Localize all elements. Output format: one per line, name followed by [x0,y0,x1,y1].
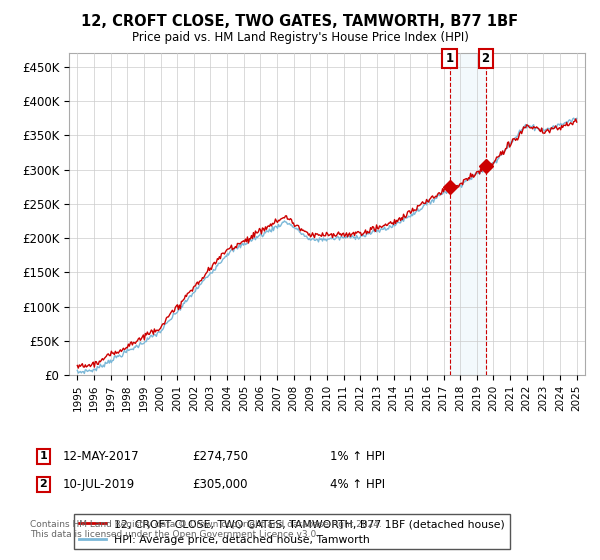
Text: 1: 1 [445,52,454,65]
Text: 12-MAY-2017: 12-MAY-2017 [63,450,140,463]
Text: Price paid vs. HM Land Registry's House Price Index (HPI): Price paid vs. HM Land Registry's House … [131,31,469,44]
Text: 10-JUL-2019: 10-JUL-2019 [63,478,135,491]
Text: 4% ↑ HPI: 4% ↑ HPI [330,478,385,491]
Text: Contains HM Land Registry data © Crown copyright and database right 2024.
This d: Contains HM Land Registry data © Crown c… [30,520,382,539]
Text: 1% ↑ HPI: 1% ↑ HPI [330,450,385,463]
Text: £274,750: £274,750 [192,450,248,463]
Text: 2: 2 [482,52,490,65]
Text: £305,000: £305,000 [192,478,248,491]
Text: 2: 2 [40,479,47,489]
Text: 12, CROFT CLOSE, TWO GATES, TAMWORTH, B77 1BF: 12, CROFT CLOSE, TWO GATES, TAMWORTH, B7… [82,14,518,29]
Bar [449,53,485,375]
Text: 1: 1 [40,451,47,461]
Legend: 12, CROFT CLOSE, TWO GATES, TAMWORTH, B77 1BF (detached house), HPI: Average pri: 12, CROFT CLOSE, TWO GATES, TAMWORTH, B7… [74,514,509,549]
